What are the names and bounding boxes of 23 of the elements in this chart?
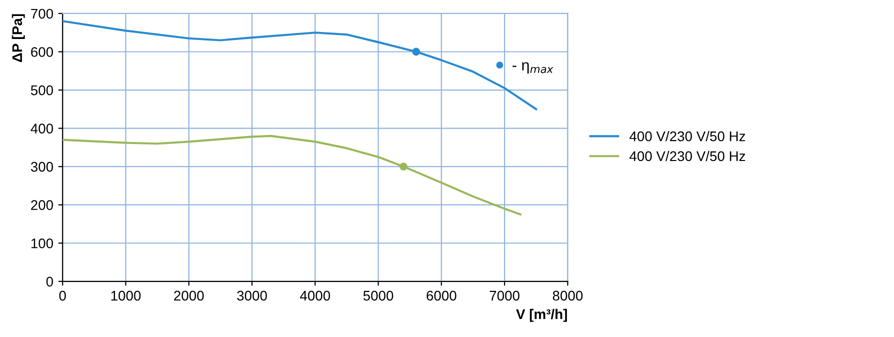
x-tick-label: 7000 bbox=[490, 290, 520, 301]
y-tick-label: 400 bbox=[30, 124, 54, 134]
x-tick-label: 0 bbox=[59, 290, 66, 301]
x-axis-title: V [m³/h] bbox=[516, 308, 567, 322]
y-tick-label: 100 bbox=[31, 238, 54, 248]
y-tick-label: 700 bbox=[31, 8, 54, 19]
x-tick-label: 6000 bbox=[426, 290, 456, 301]
x-tick-label: 3000 bbox=[237, 290, 267, 301]
x-tick-label: 5000 bbox=[363, 290, 394, 301]
line-series bbox=[62, 134, 522, 216]
y-axis-title: ΔP [Pa] bbox=[12, 14, 25, 62]
legend-label: - η$_{max}$ bbox=[512, 62, 554, 74]
legend-label: 400 V/230 V/50 Hz bbox=[630, 131, 746, 142]
y-tick-label: 200 bbox=[31, 200, 54, 210]
x-tick-label: 1000 bbox=[111, 290, 141, 301]
y-tick-label: 300 bbox=[30, 162, 54, 172]
y-tick-label: 600 bbox=[31, 47, 54, 57]
x-tick-label: 4000 bbox=[300, 290, 330, 301]
y-tick-label: 500 bbox=[30, 85, 54, 96]
y-tick-label: 0 bbox=[46, 276, 54, 287]
legend-label: 400 V/230 V/50 Hz bbox=[630, 150, 746, 162]
x-tick-label: 8000 bbox=[552, 290, 583, 301]
x-tick-label: 2000 bbox=[174, 290, 204, 301]
